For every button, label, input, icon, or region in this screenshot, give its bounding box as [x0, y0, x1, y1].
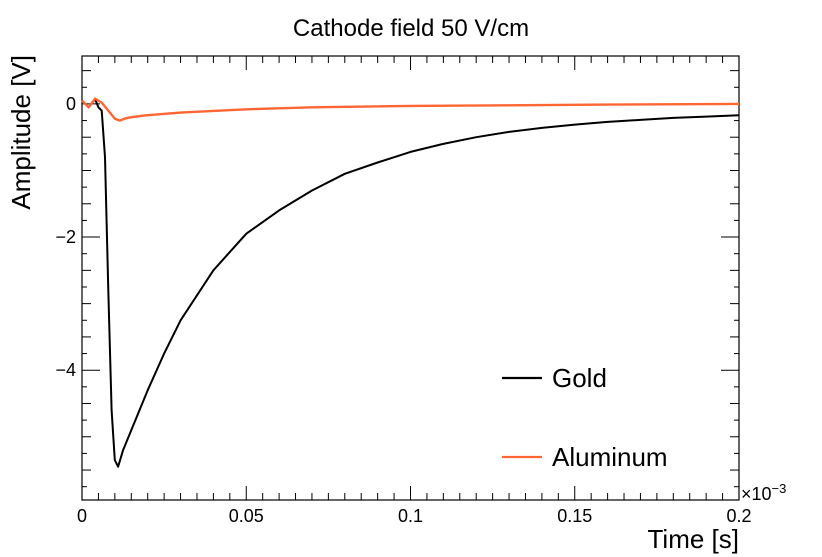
series-line-gold — [81, 98, 740, 468]
legend: Gold Aluminum — [502, 363, 668, 472]
y-tick-label: 0 — [66, 94, 76, 114]
x-tick-label: 0.2 — [726, 506, 751, 526]
x-axis-multiplier: ×10−3 — [741, 481, 786, 504]
plot-area — [81, 55, 740, 501]
series-line-aluminum — [81, 97, 740, 122]
x-multiplier-base: ×10 — [741, 484, 772, 504]
x-multiplier-exponent: −3 — [772, 481, 787, 496]
chart-title: Cathode field 50 V/cm — [293, 15, 529, 42]
axis-ticks: 0 0.05 0.1 0.15 0.2 0 −2 −4 — [55, 56, 752, 526]
x-tick-label: 0.15 — [557, 506, 592, 526]
x-axis-label: Time [s] — [648, 524, 739, 554]
legend-label-aluminum: Aluminum — [552, 442, 668, 472]
x-tick-label: 0.1 — [398, 506, 423, 526]
legend-label-gold: Gold — [552, 363, 607, 393]
y-tick-label: −4 — [55, 360, 76, 380]
x-tick-label: 0.05 — [229, 506, 264, 526]
y-tick-label: −2 — [55, 227, 76, 247]
data-series — [81, 97, 740, 468]
y-axis-label: Amplitude [V] — [6, 55, 36, 210]
plot-frame — [81, 55, 740, 501]
x-tick-label: 0 — [77, 506, 87, 526]
